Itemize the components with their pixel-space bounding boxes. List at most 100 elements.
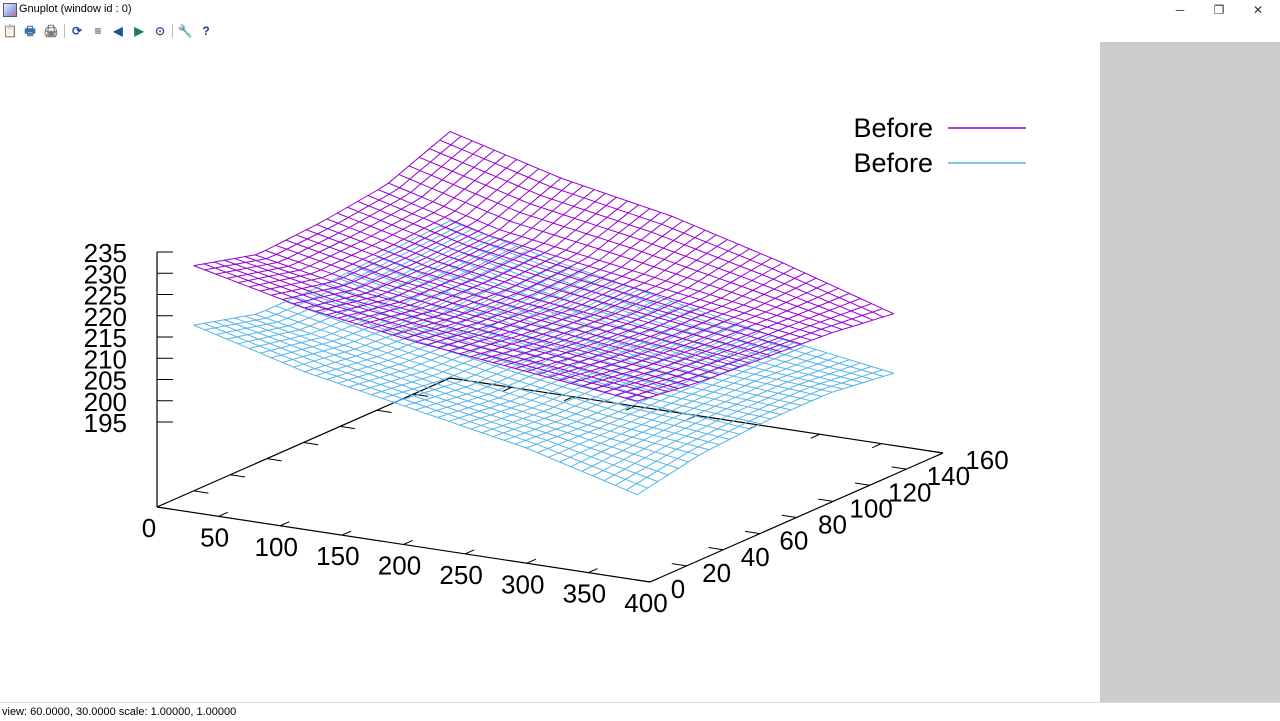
help-icon[interactable]: ? bbox=[202, 24, 210, 38]
mesh-line bbox=[315, 266, 573, 377]
mesh-line bbox=[559, 349, 817, 463]
toolbar: 📋 🖶 🖨 ⟳ ≡ ◀ ▶ ⊙ 🔧 ? bbox=[0, 20, 1280, 42]
mesh-line bbox=[626, 308, 883, 399]
x-tick bbox=[649, 577, 660, 583]
mesh-line bbox=[326, 185, 584, 316]
y-tick bbox=[193, 490, 209, 494]
mesh-line bbox=[248, 154, 506, 288]
clipboard-icon[interactable]: 📋 bbox=[2, 24, 18, 38]
toolbar-separator bbox=[172, 24, 173, 38]
mesh-line bbox=[204, 135, 462, 271]
close-button[interactable]: ✕ bbox=[1252, 3, 1264, 17]
y-tick bbox=[818, 498, 834, 502]
mesh-line bbox=[548, 345, 806, 458]
mesh-line bbox=[370, 200, 628, 329]
mesh-line bbox=[603, 362, 861, 482]
print-preview-icon[interactable]: 🖶 bbox=[24, 24, 36, 38]
minimize-button[interactable]: ─ bbox=[1175, 3, 1185, 17]
x-tick-label: 50 bbox=[200, 522, 229, 552]
mesh-line bbox=[437, 225, 695, 349]
mesh-line bbox=[348, 192, 606, 323]
mesh-line bbox=[537, 267, 795, 375]
mesh-line bbox=[581, 287, 839, 387]
mesh-line bbox=[382, 289, 639, 399]
mesh-line bbox=[215, 228, 473, 335]
x-tick bbox=[588, 568, 598, 574]
mesh-line bbox=[359, 196, 617, 326]
y-tick-label: 80 bbox=[818, 510, 847, 540]
y-tick-label: 140 bbox=[927, 461, 970, 491]
status-bar: view: 60.0000, 30.0000 scale: 1.00000, 1… bbox=[0, 702, 1280, 721]
y-tick bbox=[745, 530, 760, 535]
x-tick-label: 0 bbox=[142, 513, 156, 543]
z-tick-label: 215 bbox=[84, 323, 127, 353]
z-tick-label: 230 bbox=[84, 259, 127, 289]
x-tick-label: 100 bbox=[255, 532, 298, 562]
x-tick bbox=[280, 521, 290, 527]
legend-label: Before bbox=[853, 148, 933, 178]
plot-area[interactable]: 0 50 100 150 200 250 300 350 400 0 20 40 60 80 100 120 1… bbox=[0, 42, 1100, 702]
y-tick bbox=[303, 442, 319, 446]
mesh-line bbox=[614, 303, 872, 396]
mesh-line bbox=[548, 272, 806, 378]
z-tick-label: 210 bbox=[84, 344, 127, 374]
autoscale-icon[interactable]: ⊙ bbox=[154, 24, 166, 38]
mesh-line bbox=[304, 177, 562, 309]
zoom-previous-icon[interactable]: ◀ bbox=[113, 24, 123, 38]
mesh-line bbox=[526, 262, 784, 372]
mesh-line bbox=[537, 342, 795, 454]
toolbar-separator bbox=[64, 24, 65, 38]
mesh-line bbox=[271, 163, 528, 296]
x-tick bbox=[403, 540, 413, 545]
x-tick bbox=[218, 511, 228, 517]
z-tick-label: 225 bbox=[84, 281, 127, 311]
y-tick bbox=[340, 425, 355, 430]
z-tick-label: 235 bbox=[84, 238, 127, 268]
mesh-line bbox=[592, 359, 850, 477]
x-tick-label: 400 bbox=[624, 588, 667, 618]
y-tick-label: 160 bbox=[965, 445, 1008, 475]
mesh-line bbox=[226, 233, 484, 340]
title-bar: Gnuplot (window id : 0) ─ ❐ ✕ bbox=[0, 0, 1280, 20]
y-tick bbox=[671, 563, 687, 567]
x-tick-label: 200 bbox=[378, 551, 421, 581]
mesh-line bbox=[481, 243, 739, 361]
mesh-line bbox=[271, 249, 528, 359]
y-tick bbox=[635, 579, 651, 583]
mesh-line bbox=[459, 316, 717, 426]
print-icon[interactable]: 🖨 bbox=[43, 24, 59, 38]
restore-button[interactable]: ❐ bbox=[1213, 3, 1225, 17]
mesh-line bbox=[260, 159, 517, 292]
window-background-panel bbox=[1100, 42, 1280, 702]
mesh-line bbox=[559, 277, 817, 381]
grid-icon[interactable]: ≡ bbox=[94, 24, 102, 38]
mesh-line bbox=[193, 131, 451, 267]
x-tick bbox=[341, 530, 352, 536]
legend-label: Before bbox=[853, 113, 933, 143]
mesh-line bbox=[459, 234, 717, 355]
surface-before-purple bbox=[193, 131, 894, 402]
replot-icon[interactable]: ⟳ bbox=[71, 24, 83, 38]
zoom-next-icon[interactable]: ▶ bbox=[134, 24, 144, 38]
options-icon[interactable]: 🔧 bbox=[177, 24, 193, 38]
mesh-line bbox=[570, 282, 828, 384]
mesh-line bbox=[415, 215, 673, 343]
x-tick-label: 350 bbox=[563, 579, 606, 609]
mesh-line bbox=[603, 298, 861, 393]
mesh-line bbox=[570, 352, 828, 468]
mesh-line bbox=[293, 173, 551, 305]
x-tick bbox=[502, 386, 512, 392]
mesh-line bbox=[637, 372, 894, 496]
x-tick bbox=[156, 502, 167, 508]
window-title: Gnuplot (window id : 0) bbox=[19, 3, 132, 15]
mesh-line bbox=[382, 204, 639, 333]
mesh-line bbox=[237, 237, 495, 345]
mesh-line bbox=[592, 292, 850, 390]
y-tick bbox=[928, 450, 944, 454]
y-tick bbox=[376, 409, 392, 413]
mesh-line bbox=[492, 248, 750, 364]
mesh-line bbox=[193, 220, 451, 326]
x-tick bbox=[625, 405, 636, 411]
z-tick-label: 200 bbox=[84, 387, 127, 417]
x-tick bbox=[933, 452, 944, 458]
